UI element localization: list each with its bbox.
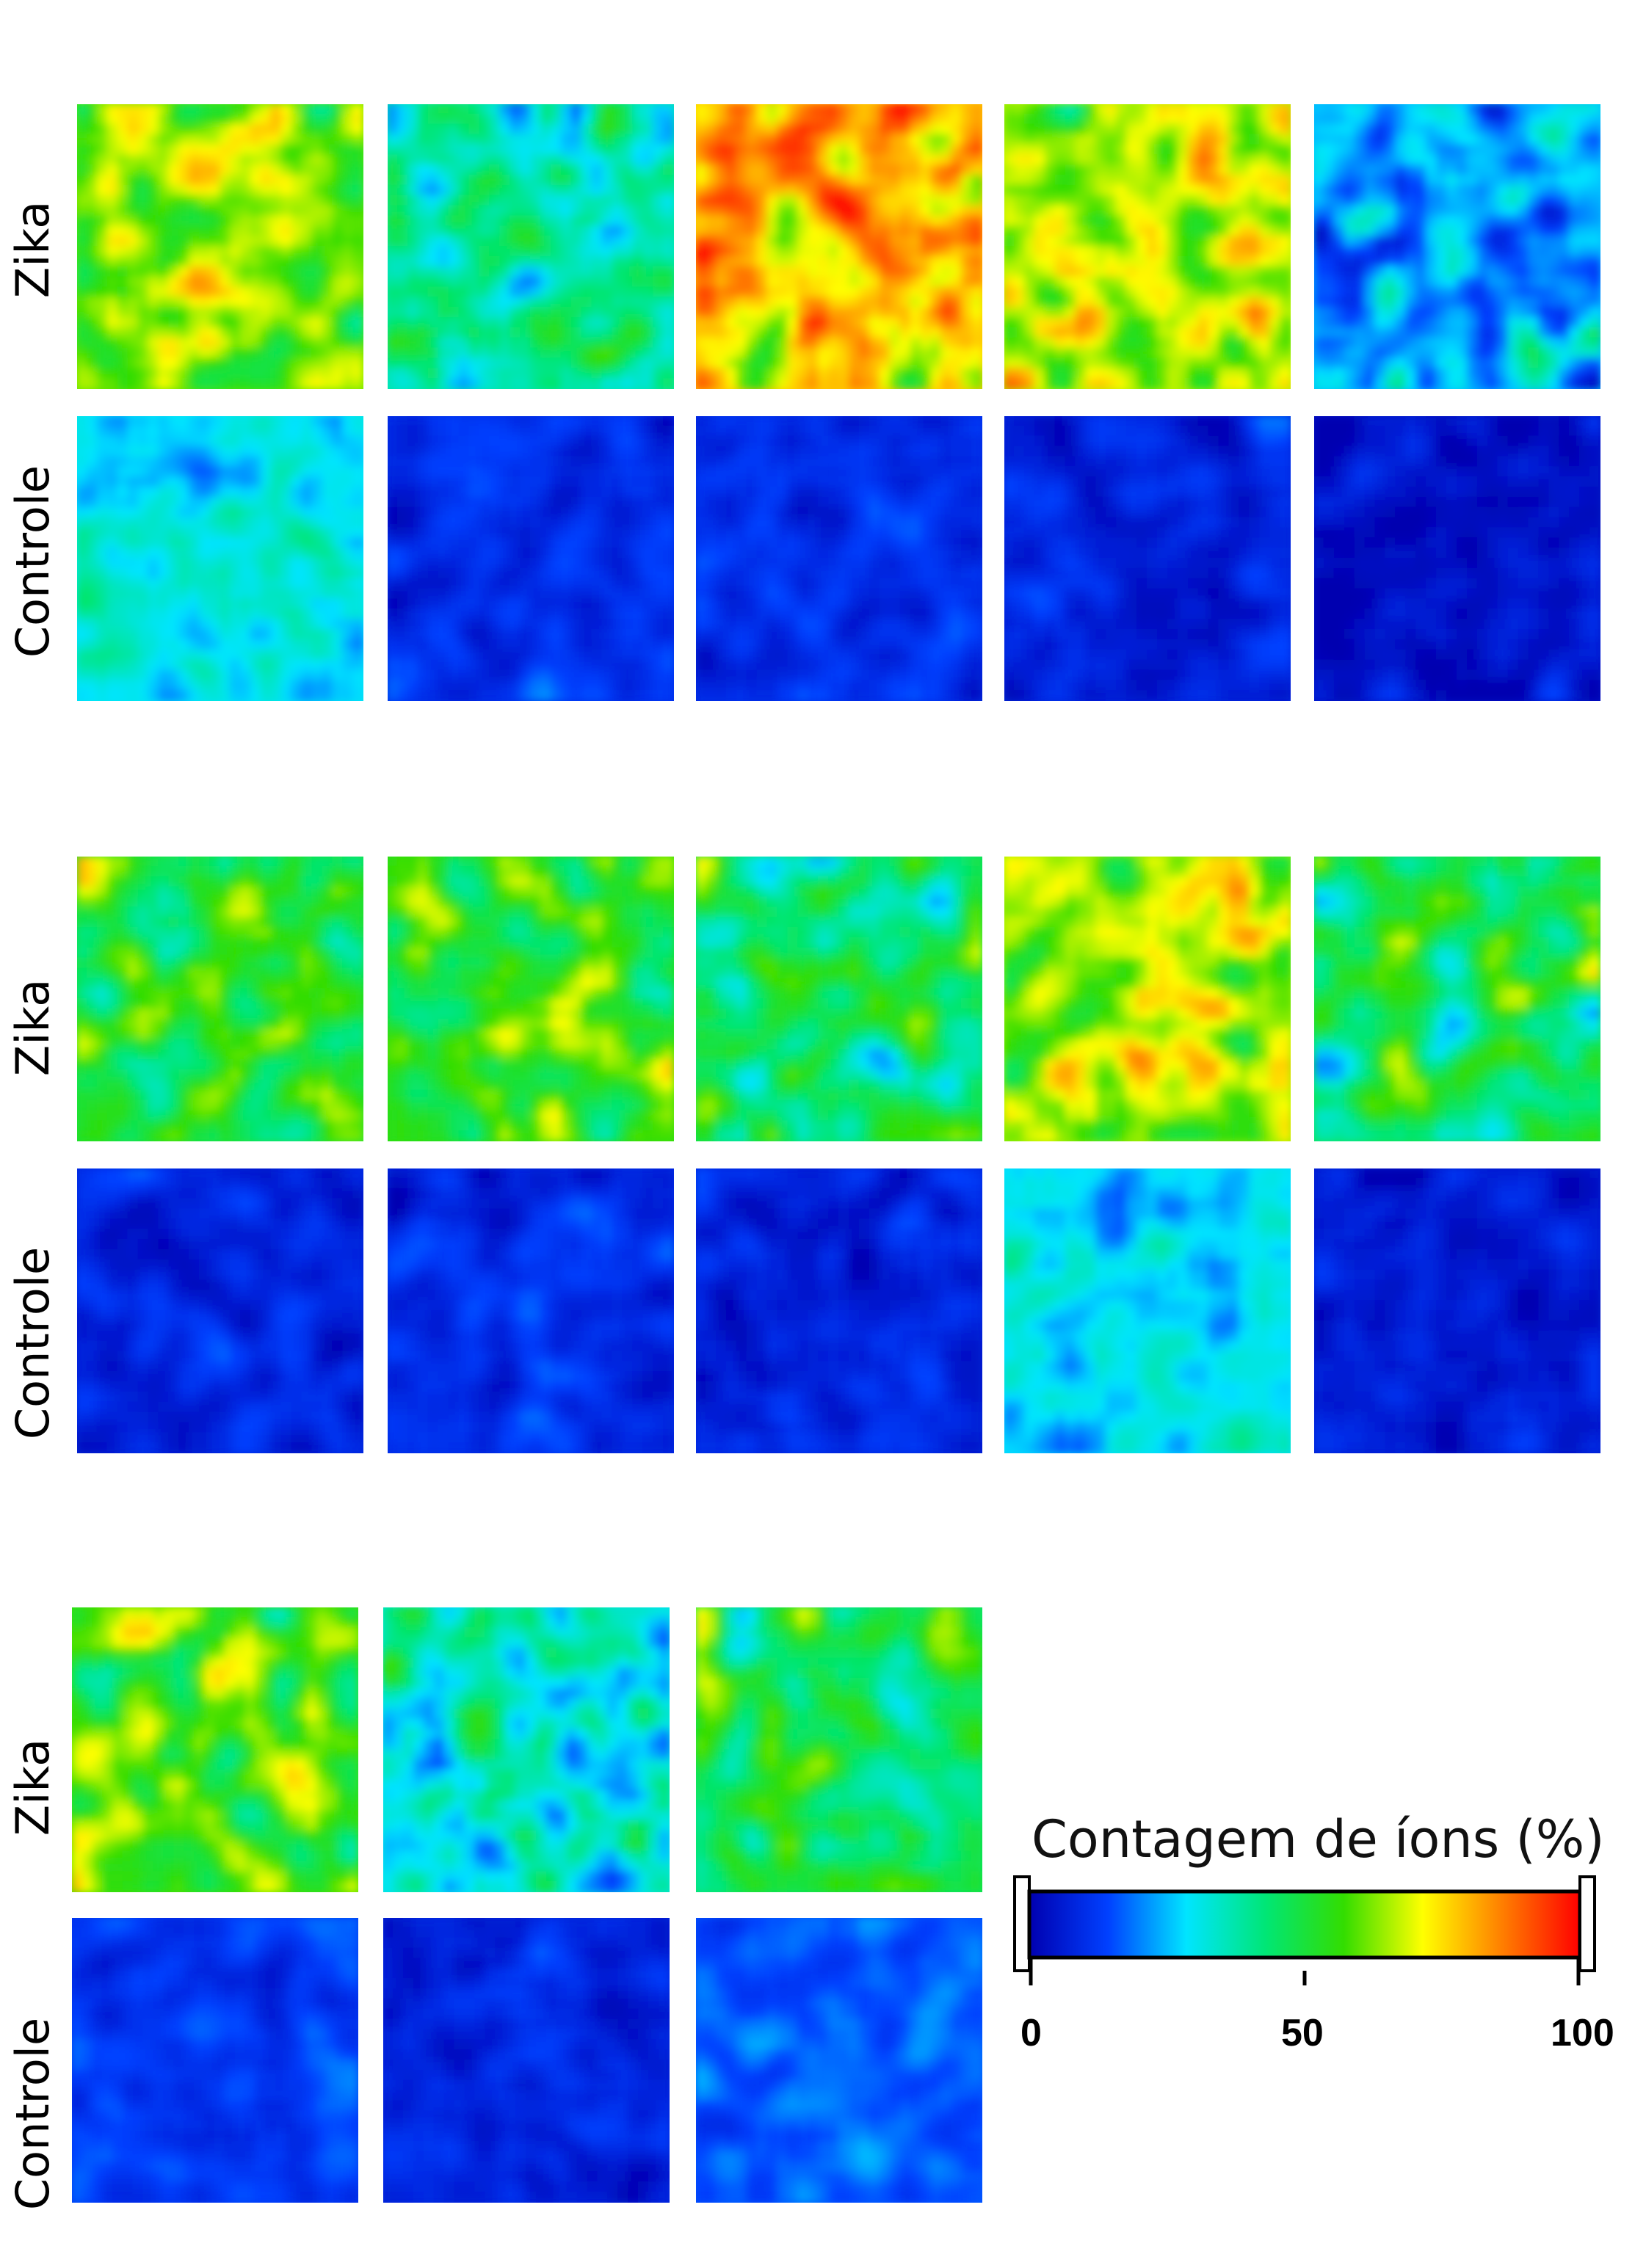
heatmap-controle-group-2-panel-4 <box>1004 1168 1291 1453</box>
heatmap-zika-group-2-panel-2 <box>388 857 674 1141</box>
row-label-controle-group-3: Controle <box>4 1960 62 2268</box>
heatmap-controle-group-2-panel-2 <box>388 1168 674 1453</box>
heatmap-controle-group-1-panel-3 <box>696 416 982 701</box>
colorbar-gradient <box>1029 1891 1580 1958</box>
row-label-controle-group-1: Controle <box>4 407 62 716</box>
heatmap-controle-group-1-panel-5 <box>1314 416 1600 701</box>
heatmap-zika-group-2-panel-1 <box>77 857 363 1141</box>
colorbar-title: Contagem de íons (%) <box>1032 1809 1605 1869</box>
heatmap-zika-group-3-panel-3 <box>696 1607 982 1892</box>
heatmap-zika-group-1-panel-1 <box>77 104 363 389</box>
heatmap-zika-group-1-panel-3 <box>696 104 982 389</box>
heatmap-controle-group-3-panel-2 <box>383 1918 670 2203</box>
row-label-zika-group-3: Zika <box>4 1633 62 1941</box>
heatmap-zika-group-1-panel-2 <box>388 104 674 389</box>
heatmap-controle-group-1-panel-4 <box>1004 416 1291 701</box>
heatmap-controle-group-1-panel-2 <box>388 416 674 701</box>
heatmap-zika-group-2-panel-5 <box>1314 857 1600 1141</box>
heatmap-controle-group-3-panel-3 <box>696 1918 982 2203</box>
row-label-zika-group-2: Zika <box>4 873 62 1182</box>
heatmap-zika-group-2-panel-3 <box>696 857 982 1141</box>
heatmap-controle-group-1-panel-1 <box>77 416 363 701</box>
heatmap-zika-group-1-panel-4 <box>1004 104 1291 389</box>
colorbar-tick-label-100: 100 <box>1551 2011 1614 2055</box>
colorbar-tick-label-50: 50 <box>1281 2011 1324 2055</box>
heatmap-zika-group-3-panel-2 <box>383 1607 670 1892</box>
colorbar-tick-label-0: 0 <box>1020 2011 1042 2055</box>
colorbar <box>1013 1875 1615 2022</box>
colorbar-left-cap <box>1015 1877 1029 1971</box>
heatmap-controle-group-2-panel-1 <box>77 1168 363 1453</box>
heatmap-controle-group-2-panel-3 <box>696 1168 982 1453</box>
colorbar-right-cap <box>1580 1877 1595 1971</box>
row-label-controle-group-2: Controle <box>4 1189 62 1497</box>
row-label-zika-group-1: Zika <box>4 95 62 404</box>
heatmap-zika-group-1-panel-5 <box>1314 104 1600 389</box>
heatmap-zika-group-3-panel-1 <box>72 1607 358 1892</box>
heatmap-controle-group-3-panel-1 <box>72 1918 358 2203</box>
heatmap-zika-group-2-panel-4 <box>1004 857 1291 1141</box>
heatmap-controle-group-2-panel-5 <box>1314 1168 1600 1453</box>
